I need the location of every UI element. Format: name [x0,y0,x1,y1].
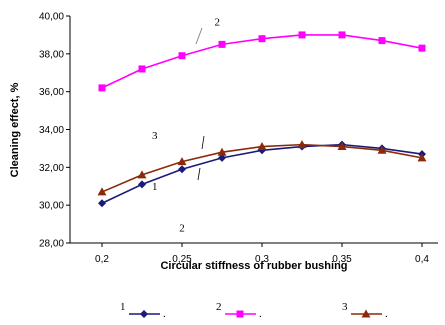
y-ticks: 28,00 30,00 32,00 34,00 36,00 38,00 40,00 [39,12,70,250]
legend-suffix: . [385,308,388,320]
legend-item-3: 3. [342,301,388,320]
data-point-2 [338,31,346,39]
data-point-1 [178,165,186,174]
annotations: 2 3 1 2 [152,16,220,234]
curve-annotation: 1 [152,181,158,193]
x-ticks: 0,2 0,25 0,3 0,35 0,4 [95,243,429,265]
data-point-2 [218,40,226,48]
data-point-1 [218,153,226,162]
data-point-2 [178,52,186,60]
y-tick-label: 34,00 [39,125,64,136]
data-point-3 [417,153,427,162]
x-tick-label: 0,35 [332,254,352,265]
data-point-2 [418,44,426,52]
legend-swatch-marker [361,309,371,318]
x-tick-label: 0,4 [415,254,429,265]
y-axis-title: Cleaning effect, % [9,82,21,177]
data-point-3 [337,142,347,151]
data-point-3 [97,187,107,196]
legend-suffix: . [163,308,166,320]
data-point-2 [258,35,266,43]
y-tick-label: 32,00 [39,163,64,174]
x-axis-title: Circular stiffness of rubber bushing [160,260,347,272]
legend-item-2: 2. [216,301,262,320]
legend-item-1: 1. [120,301,166,320]
annotation-leader-1 [197,167,201,181]
series-3 [97,140,427,196]
data-point-1 [98,199,106,208]
series-2 [98,31,426,92]
series-line-2 [101,34,423,89]
x-tick-label: 0,25 [172,254,192,265]
y-tick-label: 28,00 [39,239,64,250]
y-tick-label: 40,00 [39,12,64,23]
data-point-3 [217,147,227,156]
legend-label: 1 [120,301,126,313]
annotation-leader-2 [195,27,203,45]
data-point-3 [297,140,307,149]
data-point-2 [138,65,146,73]
x-tick-label: 0,3 [255,254,269,265]
x-tick-label: 0,2 [95,254,109,265]
data-point-2 [98,84,106,92]
legend: 1.2.3. [120,301,388,320]
annotation-leaders [195,27,205,181]
axes [69,16,438,244]
curve-annotation: 3 [152,130,158,142]
legend-suffix: . [259,308,262,320]
y-tick-label: 30,00 [39,201,64,212]
data-point-2 [378,37,386,45]
legend-label: 2 [216,301,222,313]
data-point-3 [257,142,267,151]
data-point-1 [138,180,146,189]
data-point-3 [177,157,187,166]
data-point-3 [137,170,147,179]
data-point-2 [298,31,306,39]
legend-swatch-marker [140,310,148,318]
legend-swatch-marker [236,310,244,318]
legend-label: 3 [342,301,348,313]
y-tick-label: 38,00 [39,49,64,60]
series-layer [97,31,427,208]
curve-annotation: 2 [179,223,185,235]
curve-annotation: 2 [214,16,220,28]
y-tick-label: 36,00 [39,87,64,98]
annotation-leader-3 [201,135,205,150]
data-point-3 [377,145,387,154]
